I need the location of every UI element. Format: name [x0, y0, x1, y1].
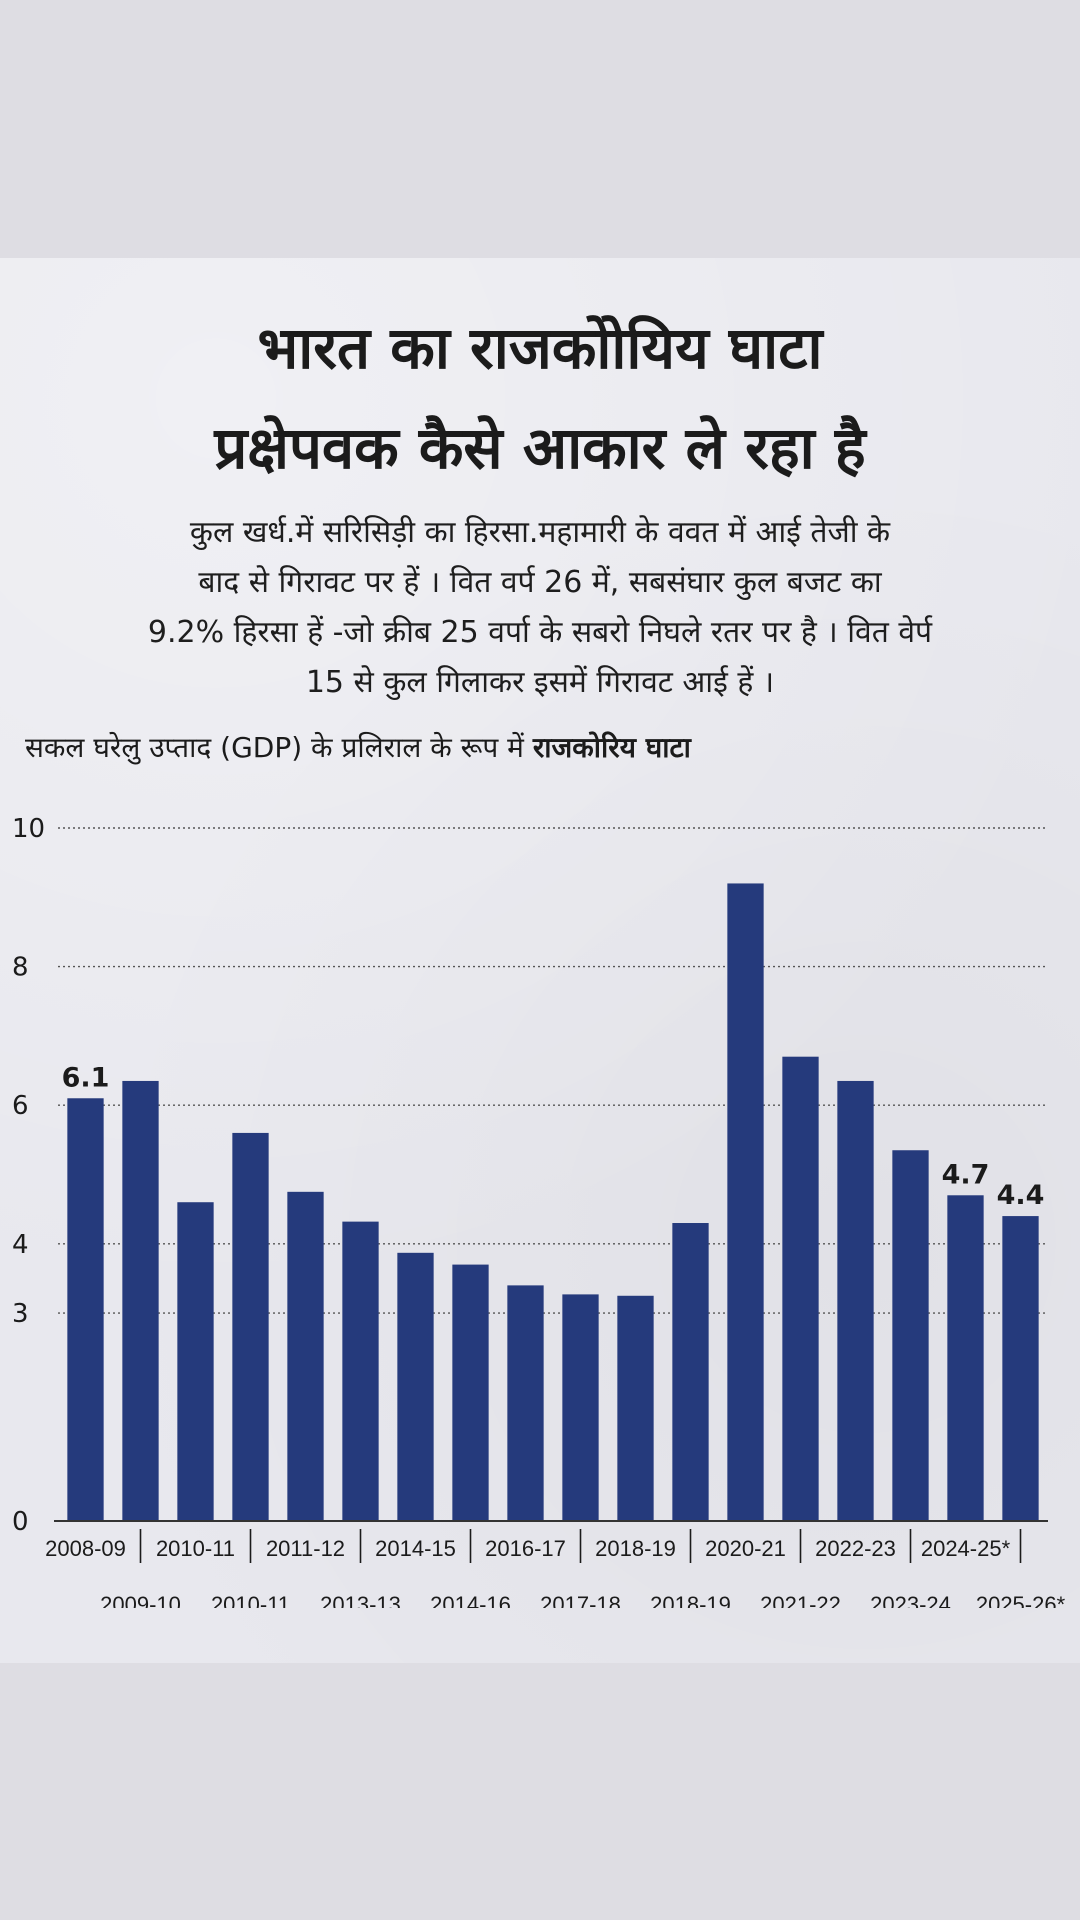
data-label-0: 6.1 [62, 1062, 110, 1093]
y-tick-label-6: 6 [12, 1091, 29, 1121]
y-tick-label-10: 10 [12, 814, 45, 844]
x-tick-label-14: 2022-23 [815, 1536, 896, 1561]
x-tick-label-12: 2020-21 [705, 1536, 786, 1561]
bar-5 [342, 1221, 379, 1521]
bar-12 [727, 883, 764, 1521]
bar-15 [892, 1150, 929, 1521]
x-tick-label-2: 2010-11 [156, 1536, 235, 1561]
chart-subtitle-regular: सकल घरेलु उप्ताद (GDP) के प्रलिराल के रू… [25, 731, 533, 764]
axes [54, 1520, 1048, 1563]
x-tick-label-16: 2024-25* [921, 1536, 1011, 1561]
title-line-1: भारत का राजकोोयिय घाटा [257, 314, 823, 382]
data-label-16: 4.7 [942, 1159, 990, 1190]
bar-3 [232, 1132, 269, 1521]
y-tick-label-8: 8 [12, 953, 29, 983]
bar-series [67, 883, 1039, 1521]
chart-subtitle-bold: राजकोरिय घाटा [532, 731, 691, 764]
page-title: भारत का राजकोोयिय घाटा प्रक्षेपवक कैसे आ… [20, 298, 1060, 498]
y-tick-label-3: 3 [12, 1299, 29, 1329]
x-tick-label-7: 2014-16 [430, 1592, 511, 1608]
bar-16 [947, 1195, 984, 1521]
labels: 0 3 4 6 8 10 2008-09 2009-10 2010-11 2010-11 2011-… [12, 814, 1066, 1608]
x-tick-label-4: 2011-12 [266, 1536, 345, 1561]
x-tick-label-13: 2021-22 [760, 1592, 841, 1608]
bar-6 [397, 1252, 434, 1521]
bar-4 [287, 1191, 324, 1521]
description-text: कुल खर्ध.में सरिसिड़ी का हिरसा.महामारी क… [25, 508, 1055, 708]
x-tick-label-9: 2017-18 [540, 1592, 621, 1608]
description-line-2: बाद से गिरावट पर हें । वित वर्प 26 में, … [198, 565, 882, 600]
bar-2 [177, 1202, 214, 1521]
x-tick-label-17: 2025-26* [976, 1592, 1066, 1608]
infographic-card: भारत का राजकोोयिय घाटा प्रक्षेपवक कैसे आ… [0, 258, 1080, 1663]
x-tick-label-1: 2009-10 [100, 1592, 181, 1608]
x-tick-label-8: 2016-17 [485, 1536, 566, 1561]
bar-14 [837, 1080, 874, 1521]
bar-13 [782, 1056, 819, 1521]
description-line-4: 15 से कुल गिलाकर इसमें गिरावट आई हें । [305, 665, 775, 700]
y-tick-label-4: 4 [12, 1230, 29, 1260]
data-label-17: 4.4 [997, 1180, 1045, 1211]
x-tick-label-0: 2008-09 [45, 1536, 126, 1561]
x-tick-label-6: 2014-15 [375, 1536, 456, 1561]
bar-9 [562, 1294, 599, 1521]
x-tick-label-5: 2013-13 [320, 1592, 401, 1608]
bar-8 [507, 1285, 544, 1521]
bar-11 [672, 1223, 709, 1521]
chart-subtitle: सकल घरेलु उप्ताद (GDP) के प्रलिराल के रू… [25, 728, 1055, 768]
x-tick-label-15: 2023-24 [870, 1592, 951, 1608]
grid-lines [58, 827, 1048, 1314]
bar-1 [122, 1080, 159, 1521]
x-tick-label-10: 2018-19 [595, 1536, 676, 1561]
x-tick-label-3: 2010-11 [211, 1592, 290, 1608]
description-line-3: 9.2% हिरसा हें -जो क्रीब 25 वर्पा के सबर… [147, 615, 933, 650]
title-line-2: प्रक्षेपवक कैसे आकार ले रहा है [214, 414, 866, 482]
description-line-1: कुल खर्ध.में सरिसिड़ी का हिरसा.महामारी क… [189, 515, 891, 550]
x-tick-label-11: 2018-19 [650, 1592, 731, 1608]
bar-10 [617, 1295, 654, 1521]
fiscal-deficit-bar-chart: 0 3 4 6 8 10 2008-09 2009-10 2010-11 2010-11 2011-… [12, 814, 1066, 1608]
bar-17 [1002, 1216, 1039, 1521]
bar-0 [67, 1098, 104, 1521]
y-tick-label-0: 0 [12, 1507, 29, 1537]
bar-7 [452, 1264, 489, 1521]
